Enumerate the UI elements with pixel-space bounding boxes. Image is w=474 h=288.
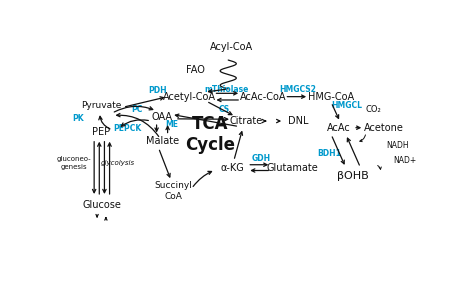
Text: Citrate: Citrate (230, 116, 263, 126)
Text: genesis: genesis (61, 164, 87, 170)
Text: Acetone: Acetone (365, 123, 404, 133)
Text: PC: PC (131, 105, 143, 114)
Text: CS: CS (218, 105, 229, 114)
Text: gluconeo-: gluconeo- (56, 156, 91, 162)
Text: HMG-CoA: HMG-CoA (308, 92, 354, 102)
Text: Succinyl
CoA: Succinyl CoA (154, 181, 192, 201)
Text: Glutamate: Glutamate (267, 163, 319, 173)
Text: Acyl-CoA: Acyl-CoA (210, 42, 254, 52)
Text: α-KG: α-KG (220, 163, 244, 173)
Text: GDH: GDH (252, 154, 271, 163)
Text: PK: PK (73, 114, 84, 123)
Text: DNL: DNL (288, 116, 308, 126)
Text: TCA
Cycle: TCA Cycle (185, 115, 235, 154)
Text: HMGCL: HMGCL (331, 101, 362, 110)
Text: NADH: NADH (386, 141, 409, 150)
Text: PDH: PDH (148, 86, 167, 95)
Text: ME: ME (165, 120, 178, 129)
Text: Pyruvate: Pyruvate (82, 101, 122, 110)
Text: Malate: Malate (146, 136, 179, 146)
Text: glycolysis: glycolysis (101, 160, 135, 166)
Text: HMGCS2: HMGCS2 (279, 86, 316, 94)
Text: Glucose: Glucose (82, 200, 121, 210)
Text: NAD+: NAD+ (393, 156, 416, 166)
Text: AcAc-CoA: AcAc-CoA (240, 92, 286, 102)
Text: CO₂: CO₂ (365, 105, 381, 114)
Text: AcAc: AcAc (327, 123, 350, 133)
Text: βOHB: βOHB (337, 171, 369, 181)
Text: PEPCK: PEPCK (113, 124, 141, 133)
Text: FAO: FAO (186, 65, 205, 75)
Text: OAA: OAA (152, 112, 173, 122)
Text: BDH1: BDH1 (317, 149, 341, 158)
Text: mThiolase: mThiolase (204, 86, 248, 94)
Text: PEP: PEP (92, 127, 110, 137)
Text: Acetyl-CoA: Acetyl-CoA (163, 92, 216, 102)
